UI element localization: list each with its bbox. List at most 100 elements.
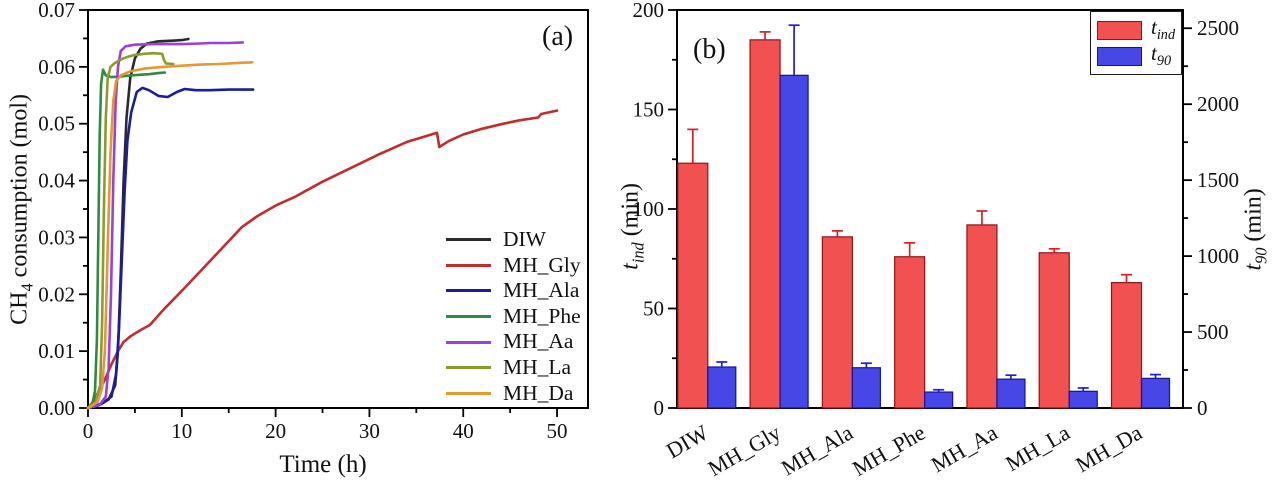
series-line-MH_Phe [86,68,167,410]
y-tick-label: 0.02 [38,282,75,306]
y-title-sub: 4 [17,283,37,292]
t90-title-pre: t [1240,263,1267,271]
series-line-MH_Ala [86,86,255,410]
right-tick-label: 500 [1197,320,1229,344]
bar-t90-MH_Gly [779,74,809,409]
panel-a: 0 10 20 30 40 500.000.010.020.030.040.050.060… [38,0,589,443]
panel-a-x-ticks: 0 10 20 30 40 50 [83,408,568,443]
panel-b-legend: tind t90 [1090,11,1182,75]
right-tick-label: 1000 [1197,244,1239,268]
x-category-label-MH_Ala: MH_Ala [777,420,857,481]
left-tick-label: 100 [633,197,665,221]
x-tick-label: 40 [453,419,474,443]
y-tick-label: 0.07 [38,0,75,22]
legend-a-row-DIW: DIW [446,227,581,253]
legend-a-row-MH_Gly: MH_Gly [446,253,581,279]
bar-tind-MH_Ala [821,236,853,409]
legend-a-label: DIW [503,227,546,252]
x-axis-title-text: Time (h) [279,451,367,478]
legend-line-swatch [446,263,491,267]
panel-b-right-ticks: 0 500 1000 1500 2000 2500 [1183,16,1239,420]
bar-t90-MH_Ala [851,367,881,409]
bar-t90-DIW [707,366,737,409]
tind-title-sub: ind [628,242,648,264]
y-tick-label: 0.06 [38,55,75,79]
bar-tind-MH_La [1038,252,1070,409]
legend-line-swatch [446,315,491,319]
legend-a-row-MH_La: MH_La [446,355,581,381]
x-category-label-MH_Da: MH_Da [1071,420,1146,478]
panel-a-letter: (a) [542,21,574,52]
series-line-MH_Da [86,60,254,410]
bar-t90-MH_Phe [924,391,954,409]
legend-line-swatch [446,289,491,293]
panel-b-right-axis-title: t90 (min) [1241,79,1272,379]
legend-a-row-MH_Phe: MH_Phe [446,304,581,330]
right-tick-label: 2000 [1197,92,1239,116]
x-tick-label: 20 [265,419,286,443]
x-category-label-MH_Aa: MH_Aa [927,420,1002,478]
bar-tind-MH_Da [1110,282,1143,409]
t90-title-post: (min) [1240,188,1267,248]
legend-a-label: MH_Aa [503,329,574,354]
series-line-MH_La [86,51,175,410]
t90-legend-label: t90 [1151,41,1172,70]
legend-a-row-MH_Da: MH_Da [446,381,581,407]
y-tick-label: 0.00 [38,396,75,420]
left-tick-label: 150 [633,98,665,122]
left-tick-label: 0 [654,396,665,420]
x-category-label-MH_La: MH_La [1001,420,1074,477]
legend-a-label: MH_Gly [503,252,581,277]
series-line-MH_Aa [86,41,245,410]
t90-legend-swatch [1097,46,1142,66]
legend-line-swatch [446,366,491,370]
bar-tind-DIW [677,162,709,409]
y-title-post: consumption (mol) [6,93,33,284]
legend-line-swatch [446,238,491,242]
left-tick-label: 50 [643,297,664,321]
bar-t90-MH_La [1068,390,1098,409]
panel-a-y-axis-title: CH4 consumption (mol) [7,0,38,419]
panel-a-y-ticks: 0.00 0.01 0.02 0.03 0.04 0.05 0.06 0.07 [38,0,88,420]
legend-a-row-MH_Ala: MH_Ala [446,278,581,304]
legend-a-row-MH_Aa: MH_Aa [446,329,581,355]
y-tick-label: 0.04 [38,169,75,193]
right-tick-label: 1500 [1197,168,1239,192]
right-tick-label: 2500 [1197,16,1239,40]
x-category-label-MH_Phe: MH_Phe [848,420,929,481]
panel-b-left-axis-title: tind (min) [618,76,649,376]
y-title-pre: CH [6,291,33,325]
x-tick-label: 30 [359,419,380,443]
legend-line-swatch [446,391,491,395]
legend-line-swatch [446,340,491,344]
legend-a-label: MH_Da [503,380,574,405]
left-tick-label: 200 [633,0,665,22]
legend-a-label: MH_La [503,355,572,380]
legend-b-row-tind: tind [1097,17,1181,43]
panel-a-x-axis-title: Time (h) [88,451,558,479]
tind-legend-swatch [1097,20,1142,40]
x-tick-label: 10 [171,419,192,443]
panel-a-series [86,37,559,410]
tind-title-post: (min) [617,182,644,243]
bar-t90-MH_Da [1140,377,1171,409]
tind-title-pre: t [617,263,644,270]
legend-b-row-t90: t90 [1097,43,1181,69]
panel-b-letter: (b) [693,34,726,65]
tind-legend-label: tind [1151,15,1176,44]
bar-t90-MH_Aa [996,378,1026,409]
bar-tind-MH_Aa [966,224,998,409]
panel-b-left-ticks: 0 50 100 150 200 [633,0,677,420]
x-category-label-DIW: DIW [662,420,713,464]
t90-title-sub: 90 [1251,247,1271,264]
bar-tind-MH_Gly [749,39,781,409]
bar-tind-MH_Phe [894,256,926,409]
x-category-label-MH_Gly: MH_Gly [703,420,784,481]
legend-a-label: MH_Phe [503,303,581,328]
right-tick-label: 0 [1197,396,1208,420]
y-tick-label: 0.01 [38,339,75,363]
legend-a-label: MH_Ala [503,278,580,303]
x-tick-label: 0 [83,419,94,443]
